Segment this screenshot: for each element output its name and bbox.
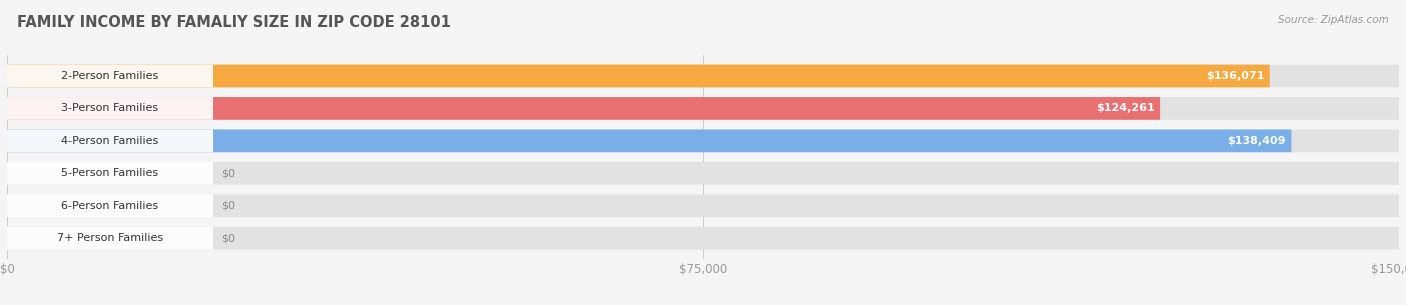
FancyBboxPatch shape [7,97,1160,120]
FancyBboxPatch shape [7,65,1270,87]
Text: $136,071: $136,071 [1206,71,1264,81]
Text: 3-Person Families: 3-Person Families [62,103,159,113]
FancyBboxPatch shape [7,162,1399,185]
FancyBboxPatch shape [7,194,1399,217]
FancyBboxPatch shape [7,97,1399,120]
Text: 4-Person Families: 4-Person Families [62,136,159,146]
Text: 2-Person Families: 2-Person Families [62,71,159,81]
Text: 6-Person Families: 6-Person Families [62,201,159,211]
FancyBboxPatch shape [7,130,1291,152]
FancyBboxPatch shape [7,97,214,120]
Text: 7+ Person Families: 7+ Person Families [58,233,163,243]
FancyBboxPatch shape [7,130,214,152]
Text: $0: $0 [221,168,235,178]
FancyBboxPatch shape [7,227,214,249]
FancyBboxPatch shape [7,130,1399,152]
FancyBboxPatch shape [7,227,1399,249]
Text: $0: $0 [221,201,235,211]
Text: 5-Person Families: 5-Person Families [62,168,159,178]
FancyBboxPatch shape [7,65,214,87]
FancyBboxPatch shape [7,65,1399,87]
Text: $0: $0 [221,233,235,243]
Text: FAMILY INCOME BY FAMALIY SIZE IN ZIP CODE 28101: FAMILY INCOME BY FAMALIY SIZE IN ZIP COD… [17,15,451,30]
FancyBboxPatch shape [7,194,214,217]
Text: Source: ZipAtlas.com: Source: ZipAtlas.com [1278,15,1389,25]
Text: $124,261: $124,261 [1095,103,1154,113]
Text: $138,409: $138,409 [1227,136,1286,146]
FancyBboxPatch shape [7,162,214,185]
